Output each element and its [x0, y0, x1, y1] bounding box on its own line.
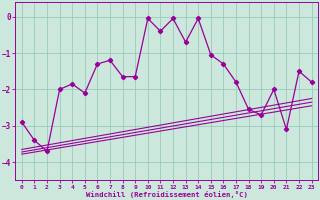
X-axis label: Windchill (Refroidissement éolien,°C): Windchill (Refroidissement éolien,°C)	[86, 191, 248, 198]
